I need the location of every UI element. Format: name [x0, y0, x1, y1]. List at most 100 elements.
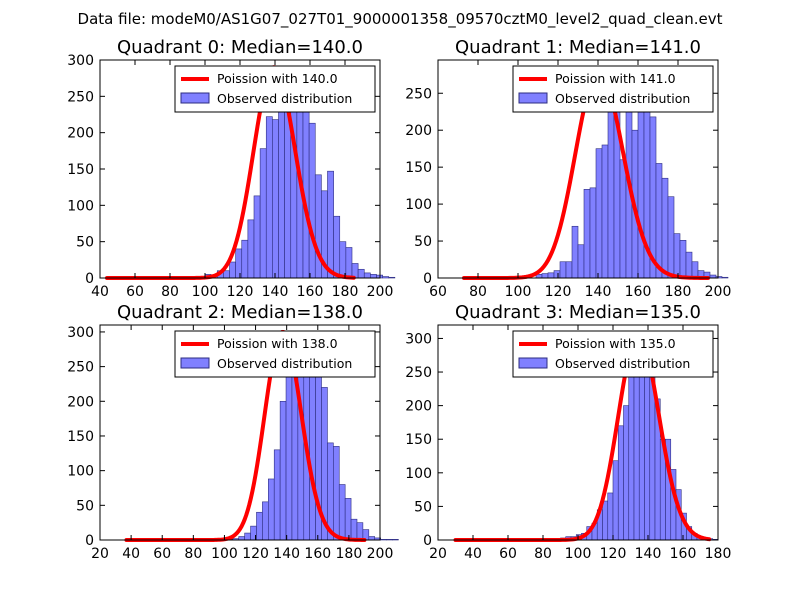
histogram-bar — [333, 446, 340, 541]
x-tick-label: 60 — [499, 546, 517, 562]
histogram-bar — [607, 492, 614, 541]
y-tick-label: 100 — [405, 466, 432, 482]
histogram-bar — [308, 122, 316, 279]
histogram-bar — [244, 532, 251, 541]
legend: Poission with 141.0 Observed distributio… — [512, 65, 714, 113]
y-tick-label: 250 — [405, 86, 432, 102]
histogram-bar — [388, 276, 396, 279]
histogram-bar — [338, 484, 346, 541]
legend-box — [512, 65, 714, 113]
histogram-bar — [547, 272, 555, 279]
histogram-bar — [601, 144, 609, 279]
histogram-bar — [612, 460, 619, 541]
histogram-bar — [721, 276, 729, 279]
histogram-bar — [314, 174, 322, 279]
y-tick-label: 0 — [85, 533, 94, 549]
y-tick-label: 150 — [67, 429, 94, 445]
y-tick-label: 300 — [67, 53, 94, 69]
y-tick-label: 100 — [405, 197, 432, 213]
histogram-bar — [619, 159, 627, 279]
subplot-quadrant-2: Quadrant 2: Median=138.0 20 40 60 80 100 120 1… — [67, 302, 399, 562]
axis-ticks: 20 40 60 80 100 120 140 160 180 20005010015020025… — [67, 325, 393, 562]
x-tick-label: 100 — [192, 284, 219, 300]
axis-ticks: 60 80 100 120 140 160 180 200 0 50 100 150 200 250 — [405, 60, 731, 300]
histogram-bar — [357, 268, 365, 279]
histogram-bar — [583, 189, 591, 279]
x-tick-label: 200 — [367, 546, 394, 562]
histogram-bar — [370, 274, 377, 279]
histogram-bar — [679, 240, 687, 279]
y-tick-label: 300 — [405, 331, 432, 347]
subplot-quadrant-0: Quadrant 0: Median=140.0 40 60 80 100 120 140… — [67, 37, 396, 300]
x-tick-label: 120 — [545, 284, 572, 300]
histogram-bar — [262, 501, 269, 541]
histogram-bar — [392, 539, 399, 541]
x-tick-label: 180 — [665, 284, 692, 300]
y-tick-label: 200 — [67, 126, 94, 142]
y-tick-label: 0 — [423, 271, 432, 287]
y-tick-label: 150 — [67, 162, 94, 178]
histogram-bar — [265, 116, 273, 279]
histogram-bar — [553, 270, 561, 279]
legend-bar-label: Observed distribution — [217, 91, 352, 106]
y-tick-label: 200 — [405, 399, 432, 415]
x-tick-label: 40 — [464, 546, 482, 562]
histogram-bar — [241, 239, 249, 279]
legend-fit-label: Poission with 135.0 — [555, 336, 676, 351]
figure-title: Data file: modeM0/AS1G07_027T01_90000013… — [78, 10, 723, 29]
subplot-title: Quadrant 2: Median=138.0 — [117, 302, 363, 323]
legend-bar-label: Observed distribution — [555, 91, 690, 106]
x-tick-label: 160 — [297, 284, 324, 300]
axes-frame — [99, 324, 381, 541]
legend-fit-label: Poission with 138.0 — [217, 336, 338, 351]
histogram-bar — [278, 90, 285, 279]
legend-bar-swatch — [518, 92, 548, 104]
histogram-bar — [541, 273, 549, 279]
x-tick-label: 20 — [429, 546, 447, 562]
subplot-quadrant-3: Quadrant 3: Median=135.0 20 40 60 80 100 120 1… — [405, 302, 731, 562]
legend-box — [512, 330, 714, 378]
plot-frame — [437, 59, 719, 279]
histogram-bar — [285, 366, 293, 541]
legend-bar-label: Observed distribution — [217, 356, 352, 371]
histogram-bar — [333, 215, 341, 279]
legend: Poission with 135.0 Observed distributio… — [512, 330, 714, 378]
x-tick-label: 100 — [211, 546, 238, 562]
histogram-bar — [356, 522, 364, 541]
x-tick-label: 80 — [534, 546, 552, 562]
legend-box — [174, 330, 376, 378]
x-tick-label: 80 — [469, 284, 487, 300]
histogram-bar — [595, 148, 603, 279]
histogram-bar — [565, 261, 573, 279]
histogram-bar — [382, 276, 390, 279]
y-tick-label: 50 — [414, 499, 432, 515]
histogram-bar — [345, 247, 353, 279]
y-tick-label: 50 — [76, 498, 94, 514]
subplot-title: Quadrant 3: Median=135.0 — [455, 302, 701, 323]
legend-bar-swatch — [518, 357, 548, 369]
legend-fit-label: Poission with 141.0 — [555, 71, 676, 86]
histogram-bar — [673, 233, 681, 279]
histogram-bar — [279, 400, 287, 541]
axis-ticks: 20 40 60 80 100 120 140 160 180 0 50 100 150 200 250 30… — [405, 325, 731, 562]
x-tick-label: 40 — [91, 284, 109, 300]
histogram-bar — [386, 539, 393, 541]
y-tick-label: 100 — [67, 464, 94, 480]
x-tick-label: 160 — [625, 284, 652, 300]
x-tick-label: 120 — [242, 546, 269, 562]
histogram-bar — [589, 187, 597, 279]
histogram-bar — [223, 270, 230, 279]
histogram-bar — [238, 536, 245, 541]
histogram-bar — [667, 196, 675, 279]
x-tick-label: 140 — [635, 546, 662, 562]
y-tick-label: 300 — [67, 325, 94, 341]
histogram-bar — [661, 177, 669, 279]
histogram-bar — [623, 405, 630, 541]
y-tick-label: 250 — [67, 89, 94, 105]
legend-fit-label: Poission with 140.0 — [217, 71, 338, 86]
histogram-bar — [368, 536, 376, 541]
legend-bar-swatch — [180, 357, 210, 369]
histogram-bar — [229, 261, 236, 279]
histogram-bar — [628, 375, 635, 541]
